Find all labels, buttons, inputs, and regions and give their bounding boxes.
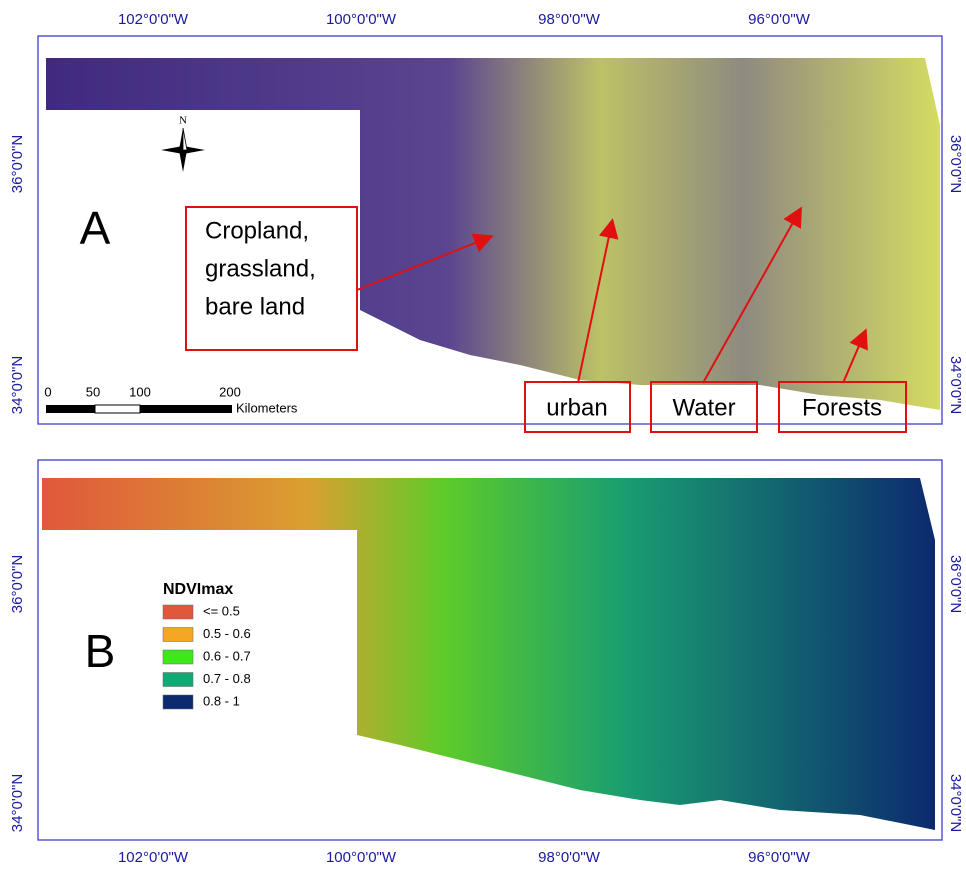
- lon-label: 96°0'0"W: [748, 11, 811, 28]
- panel-letter: A: [80, 202, 111, 254]
- annotation: urban: [546, 394, 607, 421]
- lat-label: 34°0'0"N: [9, 356, 26, 414]
- north-arrow: N: [161, 115, 205, 172]
- lat-label: 34°0'0"N: [947, 774, 964, 832]
- panel-letter: B: [85, 625, 116, 677]
- lat-label: 36°0'0"N: [9, 555, 26, 613]
- annotation: Cropland,: [205, 217, 309, 244]
- lat-label: 34°0'0"N: [947, 356, 964, 414]
- annotation: grassland,: [205, 255, 316, 282]
- lon-label: 102°0'0"W: [118, 849, 189, 866]
- legend-swatch: [163, 605, 193, 619]
- north-label: N: [179, 115, 187, 127]
- lat-label: 36°0'0"N: [947, 555, 964, 613]
- legend-label: <= 0.5: [203, 603, 240, 618]
- scale-bar: 0 50 100 200 Kilometers: [44, 384, 298, 415]
- scale-label: 100: [129, 384, 151, 399]
- lat-label: 34°0'0"N: [9, 774, 26, 832]
- legend: <= 0.5 0.5 - 0.6 0.6 - 0.7 0.7 - 0.8 0.8 - 1: [163, 603, 251, 709]
- scale-label: 0: [44, 384, 51, 399]
- legend-label: 0.7 - 0.8: [203, 671, 251, 686]
- legend-label: 0.8 - 1: [203, 693, 240, 708]
- lon-label: 98°0'0"W: [538, 849, 601, 866]
- panel-b: 102°0'0"W 100°0'0"W 98°0'0"W 96°0'0"W 36…: [9, 460, 964, 866]
- ndvi-composite-map: [46, 58, 940, 410]
- legend-label: 0.6 - 0.7: [203, 648, 251, 663]
- scale-label: 200: [219, 384, 241, 399]
- lon-label: 96°0'0"W: [748, 849, 811, 866]
- scale-label: 50: [86, 384, 100, 399]
- scale-unit: Kilometers: [236, 400, 298, 415]
- annotation: bare land: [205, 293, 305, 320]
- lat-label: 36°0'0"N: [9, 135, 26, 193]
- lat-label: 36°0'0"N: [947, 135, 964, 193]
- legend-swatch: [163, 695, 193, 709]
- panel-a: 102°0'0"W 100°0'0"W 98°0'0"W 96°0'0"W 36…: [9, 11, 964, 432]
- lon-label: 102°0'0"W: [118, 11, 189, 28]
- lon-label: 100°0'0"W: [326, 849, 397, 866]
- annotation: Water: [672, 394, 735, 421]
- legend-title: NDVImax: [163, 581, 233, 598]
- legend-label: 0.5 - 0.6: [203, 626, 251, 641]
- lon-label: 100°0'0"W: [326, 11, 397, 28]
- figure: 102°0'0"W 100°0'0"W 98°0'0"W 96°0'0"W 36…: [0, 0, 966, 873]
- annotation: Forests: [802, 394, 882, 421]
- legend-swatch: [163, 628, 193, 642]
- legend-swatch: [163, 673, 193, 687]
- lon-label: 98°0'0"W: [538, 11, 601, 28]
- legend-swatch: [163, 650, 193, 664]
